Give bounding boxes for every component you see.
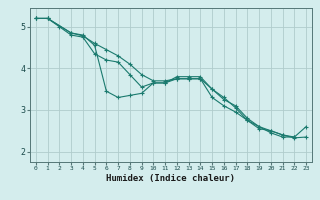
X-axis label: Humidex (Indice chaleur): Humidex (Indice chaleur)	[107, 174, 236, 183]
